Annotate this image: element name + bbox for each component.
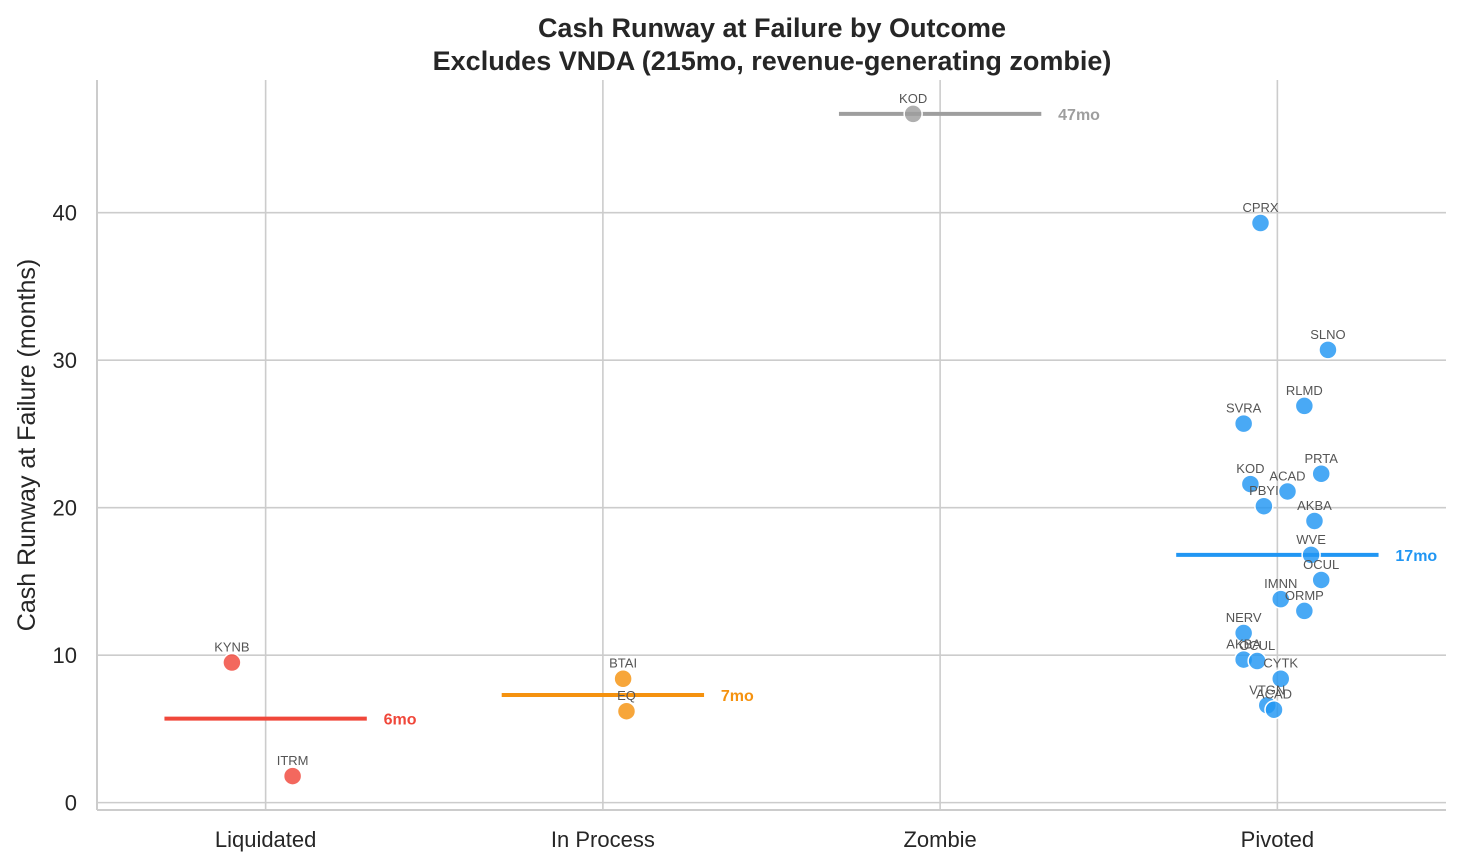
data-point xyxy=(282,766,303,786)
point-label: NERV xyxy=(1226,610,1262,625)
data-point xyxy=(222,652,242,673)
data-point xyxy=(1270,589,1291,609)
mean-label: 6mo xyxy=(384,712,417,729)
point-label: VTGN xyxy=(1249,682,1285,697)
data-point xyxy=(1277,481,1298,502)
axes xyxy=(96,80,1446,811)
mean-label: 7mo xyxy=(721,688,754,705)
x-tick-label: Pivoted xyxy=(1241,827,1314,852)
data-point xyxy=(1304,511,1325,531)
data-point xyxy=(1240,474,1261,494)
data-point xyxy=(1318,340,1338,360)
point-label: CYTK xyxy=(1263,656,1298,671)
point-label: ACAD xyxy=(1269,468,1305,483)
data-point xyxy=(1264,699,1284,720)
y-tick-label: 10 xyxy=(53,643,77,668)
data-point xyxy=(1301,545,1321,565)
y-axis-label: Cash Runway at Failure (months) xyxy=(13,259,41,631)
data-point xyxy=(1311,464,1331,484)
data-points xyxy=(222,104,1338,786)
data-point xyxy=(1311,570,1331,590)
data-point xyxy=(1233,413,1254,434)
point-label: OCUL xyxy=(1303,557,1339,572)
point-label: KOD xyxy=(1236,461,1264,476)
y-tick-label: 20 xyxy=(53,496,77,521)
mean-label: 17mo xyxy=(1395,548,1437,565)
point-label: EQ xyxy=(617,688,636,703)
data-point xyxy=(1233,623,1254,643)
data-point xyxy=(1247,651,1267,671)
x-tick-label: Zombie xyxy=(903,827,976,852)
point-label: OCUL xyxy=(1239,638,1275,653)
point-label: ACAD xyxy=(1256,687,1292,702)
point-label: SVRA xyxy=(1226,401,1262,416)
point-label: ITRM xyxy=(277,753,309,768)
y-tick-label: 0 xyxy=(65,791,77,816)
point-label: CPRX xyxy=(1242,200,1278,215)
data-point xyxy=(1294,396,1315,416)
point-label: AKBA xyxy=(1226,637,1261,652)
x-tick-label: Liquidated xyxy=(215,827,317,852)
point-label: ORMP xyxy=(1285,588,1324,603)
point-label: RLMD xyxy=(1286,383,1323,398)
point-labels: KYNB ITRM BTAI EQ KOD CPRX SLNO RLMD SVRA PRTA KOD… xyxy=(214,91,1345,768)
point-label: WVE xyxy=(1296,532,1326,547)
chart-title: Cash Runway at Failure by Outcome xyxy=(538,13,1006,43)
data-point xyxy=(1254,496,1274,516)
chart-subtitle: Excludes VNDA (215mo, revenue-generating… xyxy=(433,46,1112,76)
tick-labels: 0 10 20 30 40 Liquidated In Process Zombie Pivot… xyxy=(53,201,1315,852)
point-label: SLNO xyxy=(1310,327,1345,342)
data-point xyxy=(1294,601,1315,621)
mean-lines: 6mo 7mo 47mo 17mo xyxy=(164,107,1437,729)
y-tick-label: 30 xyxy=(53,348,77,373)
point-label: KOD xyxy=(899,91,927,106)
point-label: IMNN xyxy=(1264,576,1297,591)
point-label: KYNB xyxy=(214,640,249,655)
data-point xyxy=(1270,668,1291,689)
point-label: PRTA xyxy=(1304,451,1338,466)
gridlines xyxy=(97,80,1446,810)
point-label: BTAI xyxy=(609,656,637,671)
point-label: AKBA xyxy=(1297,498,1332,513)
data-point xyxy=(1250,213,1271,233)
x-tick-label: In Process xyxy=(551,827,655,852)
point-label: PBYI xyxy=(1249,483,1279,498)
mean-label: 47mo xyxy=(1058,107,1100,124)
y-tick-label: 40 xyxy=(53,201,77,226)
data-point xyxy=(616,701,637,721)
data-point xyxy=(613,668,633,689)
data-point xyxy=(903,104,923,124)
